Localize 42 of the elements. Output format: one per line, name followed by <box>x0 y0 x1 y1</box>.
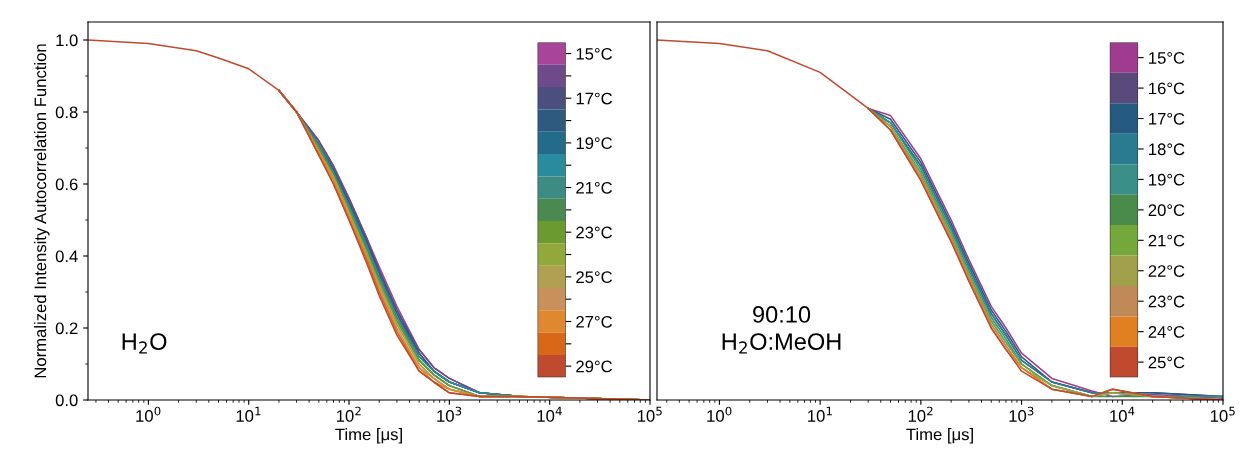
y-tick-label: 0.0 <box>55 394 78 407</box>
legend-label: 22°C <box>1148 265 1185 277</box>
x-tick-label: 10$^{2}$ <box>336 406 361 422</box>
legend-label: 25°C <box>1148 356 1185 369</box>
y-tick-label: 1.0 <box>56 34 78 47</box>
legend-label: 21°C <box>1148 234 1185 247</box>
legend-label: 25°C <box>576 271 613 284</box>
y-tick-label: 0.6 <box>55 178 78 191</box>
x-tick-label: 10$^{4}$ <box>537 406 562 422</box>
legend-label: 29°C <box>576 360 613 373</box>
x-tick-label: 10$^{5}$ <box>1210 406 1235 422</box>
legend-label: 18°C <box>1149 143 1185 156</box>
legend-label: 15°C <box>1149 52 1185 64</box>
y-tick-label: 0.2 <box>55 322 78 335</box>
x-tick-label: 10$^{0}$ <box>136 406 161 422</box>
legend-label: 21°C <box>576 181 613 194</box>
legend-label: 27°C <box>576 315 613 328</box>
legend-label: 17°C <box>1149 112 1185 125</box>
legend-label: 23°C <box>1148 295 1185 308</box>
legend-label: 24°C <box>1148 326 1185 338</box>
legend-label: 19°C <box>1149 173 1185 186</box>
annotation: H$_{2}$O <box>122 333 167 354</box>
y-tick-label: 0.4 <box>55 250 78 263</box>
legend-label: 17°C <box>576 92 613 105</box>
legend-label: 16°C <box>1149 82 1185 95</box>
x-axis-title: Time [μs] <box>906 428 973 444</box>
legend-label: 15°C <box>576 47 613 60</box>
x-tick-label: 10$^{3}$ <box>1009 406 1034 422</box>
legend-label: 23°C <box>576 226 613 239</box>
x-tick-label: 10$^{3}$ <box>437 406 462 422</box>
x-tick-label: 10$^{0}$ <box>707 406 732 422</box>
annotation: 90:10 H$_{2}$O:MeOH <box>722 306 841 354</box>
y-tick-label: 0.8 <box>55 106 78 119</box>
x-tick-label: 10$^{1}$ <box>808 406 832 422</box>
legend-label: 19°C <box>576 137 613 150</box>
x-tick-label: 10$^{4}$ <box>1110 406 1135 422</box>
x-axis-title: Time [μs] <box>335 428 402 444</box>
x-tick-label: 10$^{5}$ <box>637 406 662 422</box>
legend-label: 20°C <box>1148 204 1185 217</box>
y-axis-title: Normalized Intensity Autocorrelation Function <box>34 44 50 378</box>
x-tick-label: 10$^{1}$ <box>236 406 261 422</box>
x-tick-label: 10$^{2}$ <box>908 406 933 422</box>
